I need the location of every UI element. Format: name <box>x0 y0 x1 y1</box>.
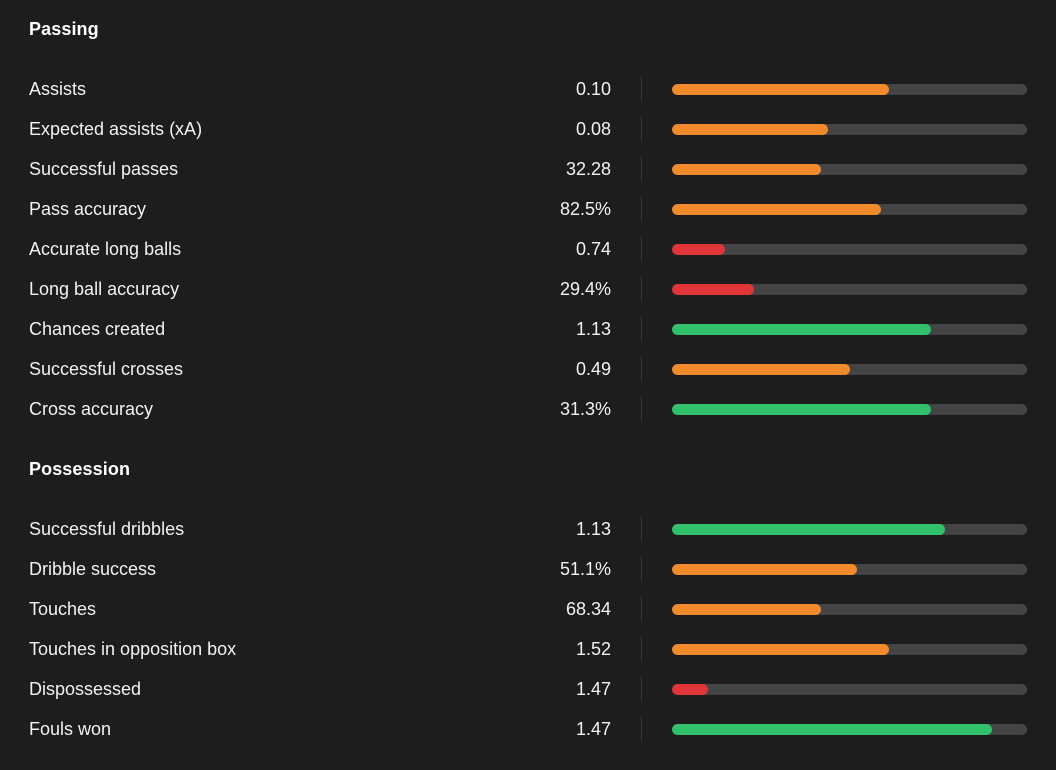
percentile-bar-fill <box>672 324 932 335</box>
divider <box>641 77 642 101</box>
stat-value: 82.5% <box>559 199 611 219</box>
percentile-bar-track <box>672 364 1027 375</box>
percentile-bar-track <box>672 404 1027 415</box>
stat-row[interactable]: Fouls won 1.47 <box>0 709 1056 749</box>
section-title-passing: Passing <box>29 19 99 39</box>
divider <box>641 517 642 541</box>
stat-value: 0.08 <box>575 119 611 139</box>
stat-value: 0.74 <box>575 239 611 259</box>
divider <box>641 157 642 181</box>
stat-label: Cross accuracy <box>29 399 154 419</box>
percentile-bar-fill <box>672 404 932 415</box>
stat-row[interactable]: Touches in opposition box 1.52 <box>0 629 1056 669</box>
stat-row[interactable]: Touches 68.34 <box>0 589 1056 629</box>
percentile-bar-track <box>672 604 1027 615</box>
percentile-bar-fill <box>672 164 822 175</box>
percentile-bar-fill <box>672 244 726 255</box>
stat-value: 29.4% <box>559 279 611 299</box>
divider <box>641 717 642 741</box>
stat-label: Successful passes <box>29 159 179 179</box>
divider <box>641 277 642 301</box>
stat-row[interactable]: Pass accuracy 82.5% <box>0 189 1056 229</box>
divider <box>641 237 642 261</box>
percentile-bar-track <box>672 524 1027 535</box>
stat-value: 51.1% <box>559 559 611 579</box>
section-title-possession: Possession <box>29 459 131 479</box>
percentile-bar-fill <box>672 84 889 95</box>
percentile-bar-fill <box>672 724 992 735</box>
stat-value: 1.13 <box>575 319 611 339</box>
percentile-bar-fill <box>672 564 857 575</box>
divider <box>641 557 642 581</box>
stat-label: Successful crosses <box>29 359 184 379</box>
divider <box>641 637 642 661</box>
stat-value: 1.52 <box>575 639 611 659</box>
stat-label: Accurate long balls <box>29 239 182 259</box>
stat-row[interactable]: Successful dribbles 1.13 <box>0 509 1056 549</box>
stat-value: 0.49 <box>575 359 611 379</box>
stat-value: 1.47 <box>575 679 611 699</box>
stat-label: Pass accuracy <box>29 199 147 219</box>
percentile-bar-track <box>672 324 1027 335</box>
percentile-bar-track <box>672 724 1027 735</box>
stat-label: Touches in opposition box <box>29 639 237 659</box>
stat-label: Successful dribbles <box>29 519 185 539</box>
percentile-bar-fill <box>672 684 708 695</box>
stat-label: Dribble success <box>29 559 157 579</box>
stat-label: Touches <box>29 599 97 619</box>
divider <box>641 357 642 381</box>
stat-value: 1.47 <box>575 719 611 739</box>
divider <box>641 197 642 221</box>
percentile-bar-fill <box>672 524 946 535</box>
stat-label: Dispossessed <box>29 679 142 699</box>
stat-value: 31.3% <box>559 399 611 419</box>
stat-row[interactable]: Expected assists (xA) 0.08 <box>0 109 1056 149</box>
stat-label: Assists <box>29 79 87 99</box>
stat-label: Long ball accuracy <box>29 279 180 299</box>
percentile-bar-fill <box>672 284 754 295</box>
percentile-bar-track <box>672 124 1027 135</box>
stat-value: 68.34 <box>565 599 611 619</box>
stat-value: 0.10 <box>575 79 611 99</box>
percentile-bar-track <box>672 564 1027 575</box>
stat-row[interactable]: Dispossessed 1.47 <box>0 669 1056 709</box>
percentile-bar-fill <box>672 364 850 375</box>
percentile-bar-fill <box>672 604 822 615</box>
stat-row[interactable]: Chances created 1.13 <box>0 309 1056 349</box>
stat-row[interactable]: Long ball accuracy 29.4% <box>0 269 1056 309</box>
percentile-bar-track <box>672 204 1027 215</box>
percentile-bar-track <box>672 284 1027 295</box>
stat-label: Fouls won <box>29 719 112 739</box>
percentile-bar-fill <box>672 124 829 135</box>
percentile-bar-track <box>672 684 1027 695</box>
divider <box>641 117 642 141</box>
stat-value: 1.13 <box>575 519 611 539</box>
percentile-bar-track <box>672 244 1027 255</box>
divider <box>641 397 642 421</box>
divider <box>641 597 642 621</box>
stat-label: Chances created <box>29 319 166 339</box>
percentile-bar-track <box>672 644 1027 655</box>
stat-row[interactable]: Successful passes 32.28 <box>0 149 1056 189</box>
stat-value: 32.28 <box>565 159 611 179</box>
percentile-bar-track <box>672 164 1027 175</box>
stat-row[interactable]: Dribble success 51.1% <box>0 549 1056 589</box>
stat-row[interactable]: Successful crosses 0.49 <box>0 349 1056 389</box>
divider <box>641 677 642 701</box>
percentile-bar-fill <box>672 204 882 215</box>
percentile-bar-fill <box>672 644 889 655</box>
stat-label: Expected assists (xA) <box>29 119 203 139</box>
stat-row[interactable]: Accurate long balls 0.74 <box>0 229 1056 269</box>
stat-row[interactable]: Cross accuracy 31.3% <box>0 389 1056 429</box>
divider <box>641 317 642 341</box>
percentile-bar-track <box>672 84 1027 95</box>
stat-row[interactable]: Assists 0.10 <box>0 69 1056 109</box>
